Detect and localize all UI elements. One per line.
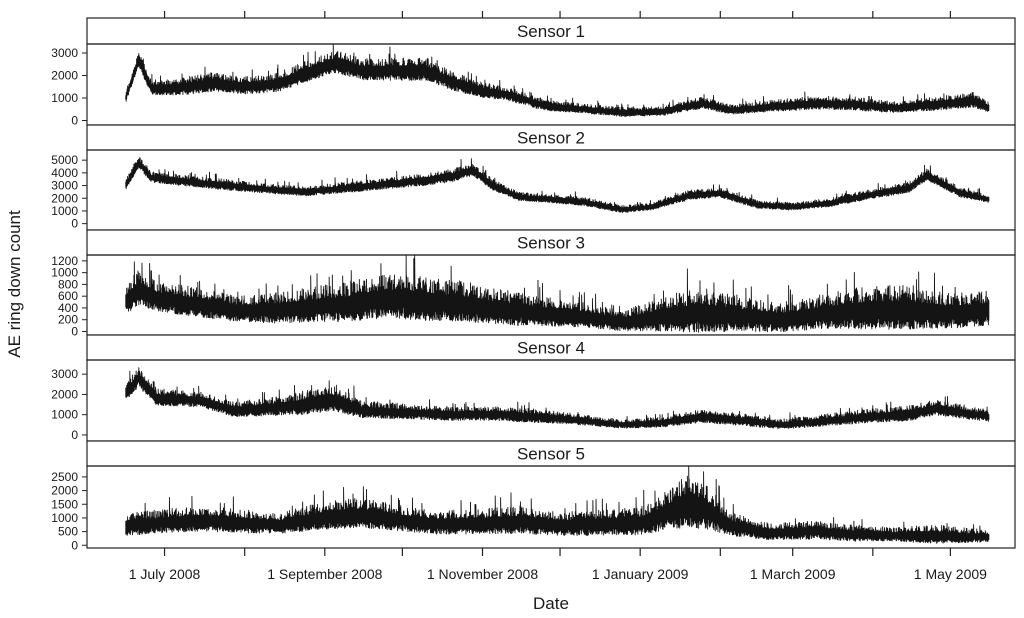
x-tick-label: 1 March 2009 [750, 566, 836, 582]
panel-title: Sensor 3 [517, 234, 585, 253]
panel-strip [86, 440, 1016, 467]
x-axis: 1 July 2008 1 September 2008 1 November 20… [129, 11, 987, 582]
panel-strip [86, 17, 1016, 45]
panel-sensor-4: Sensor 4 0 1000 2000 3000 [51, 334, 1016, 442]
sensor-signal-line [125, 157, 990, 213]
x-axis-title: Date [533, 594, 569, 613]
sensor-signal-line [125, 43, 990, 117]
x-tick-label: 1 July 2008 [129, 566, 201, 582]
y-tick-label: 3000 [51, 46, 78, 60]
y-tick-label: 1500 [51, 497, 78, 511]
y-tick-label: 400 [58, 301, 78, 315]
y-tick-label: 1000 [51, 408, 78, 422]
y-tick-label: 5000 [51, 153, 78, 167]
y-tick-label: 600 [58, 289, 78, 303]
panel-title: Sensor 1 [517, 22, 585, 41]
y-tick-label: 0 [71, 428, 78, 442]
x-tick-label: 1 May 2009 [914, 566, 987, 582]
y-tick-label: 1000 [51, 266, 78, 280]
y-tick-label: 0 [71, 114, 78, 128]
x-tick-label: 1 September 2008 [267, 566, 382, 582]
y-tick-label: 200 [58, 313, 78, 327]
y-tick-label: 800 [58, 277, 78, 291]
y-tick-label: 3000 [51, 179, 78, 193]
sensor-signal-line [125, 465, 990, 544]
y-axis-title: AE ring down count [5, 210, 24, 358]
y-tick-label: 0 [71, 538, 78, 552]
y-tick-label: 3000 [51, 367, 78, 381]
sensor-signal-line [125, 254, 990, 333]
panel-frame [86, 149, 1016, 231]
y-tick-label: 500 [58, 525, 78, 539]
y-tick-label: 0 [71, 217, 78, 231]
panel-title: Sensor 2 [517, 129, 585, 148]
panel-strip [86, 229, 1016, 256]
y-tick-label: 2000 [51, 387, 78, 401]
y-tick-label: 2000 [51, 191, 78, 205]
y-tick-label: 2000 [51, 484, 78, 498]
y-tick-label: 1000 [51, 511, 78, 525]
panel-title: Sensor 5 [517, 445, 585, 464]
x-tick-label: 1 November 2008 [427, 566, 539, 582]
panel-frame [86, 465, 1016, 549]
y-tick-label: 2000 [51, 69, 78, 83]
y-tick-label: 1200 [51, 254, 78, 268]
panel-strip [86, 334, 1016, 361]
y-tick-label: 1000 [51, 204, 78, 218]
panel-sensor-1: Sensor 1 0 1000 2000 3000 [51, 17, 1016, 128]
x-tick-label: 1 January 2009 [592, 566, 689, 582]
sensor-signal-line [125, 367, 990, 429]
y-tick-label: 4000 [51, 166, 78, 180]
y-tick-label: 1000 [51, 91, 78, 105]
y-tick-label: 0 [71, 324, 78, 338]
y-tick-label: 2500 [51, 470, 78, 484]
panel-title: Sensor 4 [517, 339, 585, 358]
